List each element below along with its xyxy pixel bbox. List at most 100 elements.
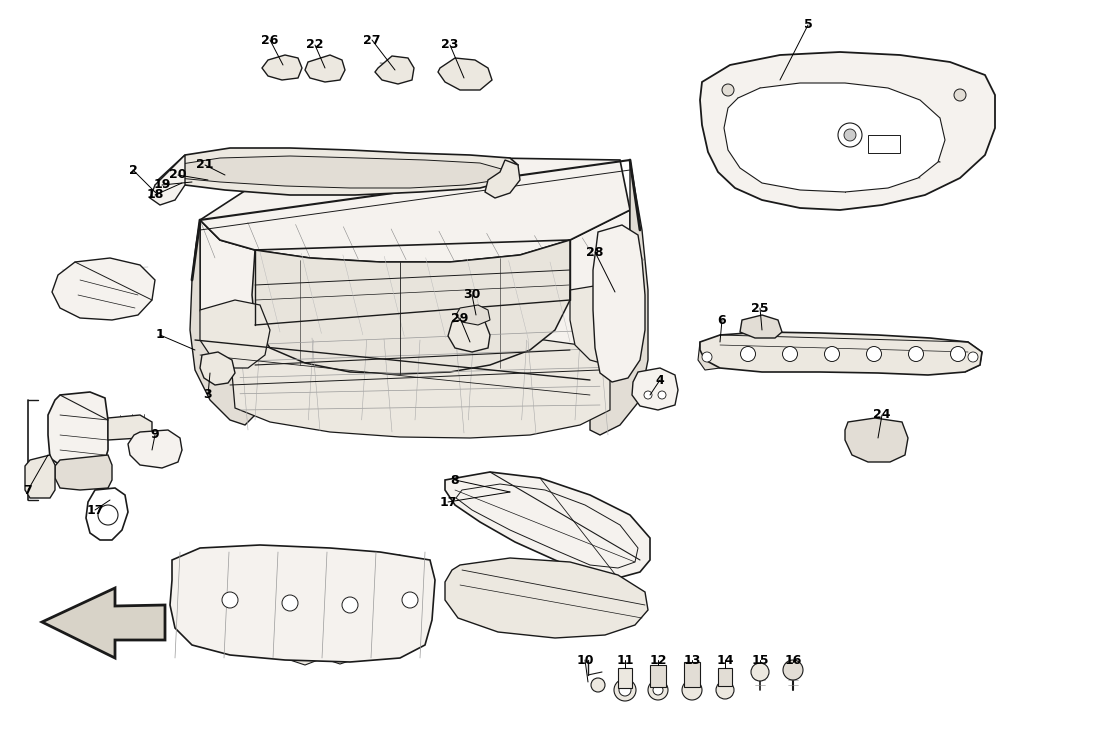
Circle shape	[782, 346, 797, 361]
Text: 4: 4	[656, 373, 664, 387]
Text: 1: 1	[155, 328, 164, 342]
Polygon shape	[175, 156, 505, 188]
Polygon shape	[485, 160, 520, 198]
Circle shape	[644, 391, 652, 399]
Text: 2: 2	[129, 164, 138, 176]
Circle shape	[838, 123, 862, 147]
Text: 3: 3	[204, 388, 212, 402]
Polygon shape	[740, 315, 782, 338]
Circle shape	[825, 346, 839, 361]
Text: 19: 19	[153, 179, 170, 192]
Circle shape	[968, 352, 978, 362]
Text: 18: 18	[146, 189, 164, 201]
Polygon shape	[42, 588, 165, 658]
Polygon shape	[438, 58, 492, 90]
Text: 24: 24	[873, 409, 891, 421]
Bar	[618, 668, 632, 688]
Polygon shape	[378, 555, 405, 574]
Polygon shape	[170, 545, 434, 662]
Circle shape	[954, 89, 966, 101]
Circle shape	[619, 684, 631, 696]
Polygon shape	[328, 645, 352, 664]
Circle shape	[279, 64, 287, 72]
Polygon shape	[700, 52, 996, 210]
Text: 7: 7	[23, 484, 32, 496]
Text: 20: 20	[169, 168, 187, 182]
Circle shape	[402, 592, 418, 608]
Text: 5: 5	[804, 19, 813, 32]
Bar	[650, 665, 666, 687]
Polygon shape	[632, 368, 678, 410]
Circle shape	[783, 660, 803, 680]
Polygon shape	[200, 210, 630, 420]
Circle shape	[211, 366, 219, 374]
Text: 22: 22	[306, 38, 323, 52]
Polygon shape	[230, 333, 610, 438]
Polygon shape	[593, 225, 645, 382]
Polygon shape	[446, 472, 650, 578]
Polygon shape	[448, 318, 490, 352]
Text: 29: 29	[451, 312, 469, 324]
Text: 9: 9	[151, 429, 160, 442]
Text: 21: 21	[196, 158, 213, 171]
Circle shape	[722, 84, 734, 96]
Polygon shape	[55, 455, 112, 490]
Polygon shape	[290, 645, 318, 665]
Circle shape	[208, 363, 222, 377]
Polygon shape	[108, 415, 152, 440]
Text: 6: 6	[717, 313, 726, 327]
Circle shape	[469, 310, 478, 320]
Text: 13: 13	[683, 653, 701, 666]
Polygon shape	[252, 240, 570, 374]
Text: 8: 8	[451, 473, 460, 487]
Circle shape	[844, 129, 856, 141]
Polygon shape	[375, 56, 414, 84]
Circle shape	[591, 678, 605, 692]
Text: 15: 15	[751, 653, 769, 666]
Text: 16: 16	[784, 653, 802, 666]
Polygon shape	[724, 83, 945, 192]
Text: 14: 14	[716, 653, 734, 666]
Polygon shape	[446, 558, 648, 638]
Polygon shape	[25, 455, 55, 498]
Bar	[718, 668, 732, 686]
Bar	[868, 135, 900, 153]
Circle shape	[290, 64, 298, 72]
Text: 28: 28	[586, 246, 604, 258]
Circle shape	[317, 62, 333, 78]
Polygon shape	[456, 305, 490, 325]
Polygon shape	[262, 55, 303, 80]
Text: 27: 27	[363, 34, 381, 47]
Polygon shape	[190, 220, 255, 425]
Circle shape	[653, 685, 663, 695]
Polygon shape	[200, 300, 270, 368]
Polygon shape	[48, 392, 108, 465]
Circle shape	[222, 592, 238, 608]
Circle shape	[950, 346, 966, 361]
Bar	[684, 662, 700, 687]
Text: 17: 17	[86, 503, 103, 517]
Text: 12: 12	[649, 653, 667, 666]
Polygon shape	[305, 55, 345, 82]
Circle shape	[460, 327, 476, 343]
Polygon shape	[570, 285, 638, 365]
Circle shape	[282, 595, 298, 611]
Circle shape	[658, 391, 666, 399]
Circle shape	[909, 346, 924, 361]
Text: 11: 11	[616, 653, 634, 666]
Circle shape	[702, 352, 712, 362]
Text: 26: 26	[262, 34, 278, 47]
Text: 30: 30	[463, 288, 481, 301]
Circle shape	[464, 331, 472, 339]
Polygon shape	[128, 430, 182, 468]
Text: 10: 10	[576, 653, 594, 666]
Circle shape	[716, 681, 734, 699]
Circle shape	[648, 680, 668, 700]
Polygon shape	[158, 148, 518, 195]
Polygon shape	[195, 548, 218, 568]
Circle shape	[342, 597, 358, 613]
Polygon shape	[698, 338, 720, 370]
Circle shape	[614, 679, 636, 701]
Polygon shape	[200, 155, 630, 262]
Circle shape	[276, 61, 290, 75]
